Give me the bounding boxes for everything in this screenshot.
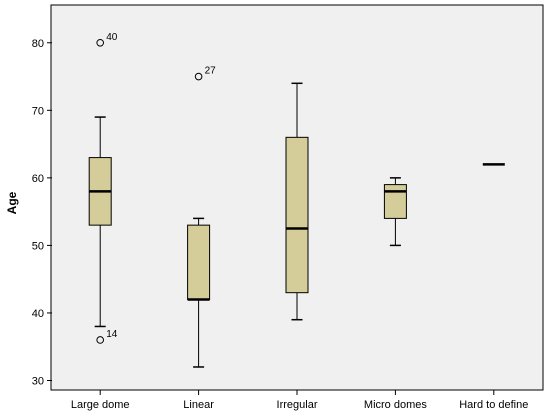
- y-tick-label-50: 50: [32, 240, 44, 252]
- x-tick-label-0: Large dome: [71, 399, 130, 411]
- outlier-label: 40: [106, 32, 118, 43]
- box: [383, 184, 407, 219]
- y-tick-label-40: 40: [32, 308, 44, 320]
- outlier-point: [96, 336, 104, 344]
- box: [285, 136, 309, 294]
- y-axis: 30 40 50 60 70 80: [32, 38, 52, 387]
- outlier-label: 27: [205, 66, 217, 77]
- outlier-point: [96, 38, 104, 47]
- boxes: 40 14 27: [88, 32, 505, 368]
- box-group-2: [285, 82, 309, 321]
- box-group-1: 27: [187, 66, 217, 368]
- y-axis-title: Age: [5, 191, 19, 214]
- y-tick-label-70: 70: [32, 105, 44, 117]
- box: [187, 224, 211, 300]
- outlier-point: [194, 72, 203, 81]
- y-tick-label-80: 80: [32, 38, 44, 50]
- outlier-label: 14: [106, 329, 118, 340]
- x-tick-label-2: Irregular: [277, 399, 318, 411]
- x-tick-label-4: Hard to define: [459, 399, 528, 411]
- x-axis: Large dome Linear Irregular Micro domes Hard…: [71, 390, 528, 411]
- x-tick-label-3: Micro domes: [364, 399, 427, 411]
- x-tick-label-1: Linear: [183, 399, 214, 411]
- y-tick-label-60: 60: [32, 173, 44, 185]
- y-tick-label-30: 30: [32, 375, 44, 387]
- box-group-0: 40 14: [88, 32, 118, 344]
- box-group-3: [383, 177, 407, 247]
